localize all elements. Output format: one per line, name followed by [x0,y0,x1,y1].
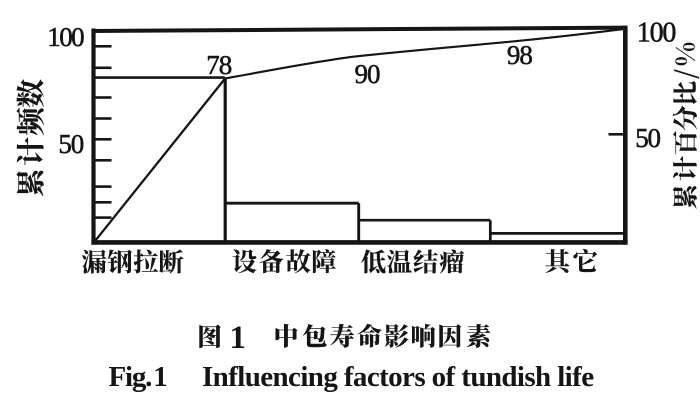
svg-text:98: 98 [507,40,533,70]
svg-text:78: 78 [206,50,232,80]
svg-text:50: 50 [58,129,83,159]
svg-text:100: 100 [637,17,676,48]
svg-text:90: 90 [355,59,381,89]
svg-text:Influencing factors of tundish: Influencing factors of tundish life [202,361,594,393]
svg-text:1: 1 [153,361,168,393]
svg-text:Fig.: Fig. [109,361,152,393]
svg-text:1: 1 [230,320,247,356]
svg-text:50: 50 [635,123,660,153]
svg-text:100: 100 [47,22,84,52]
